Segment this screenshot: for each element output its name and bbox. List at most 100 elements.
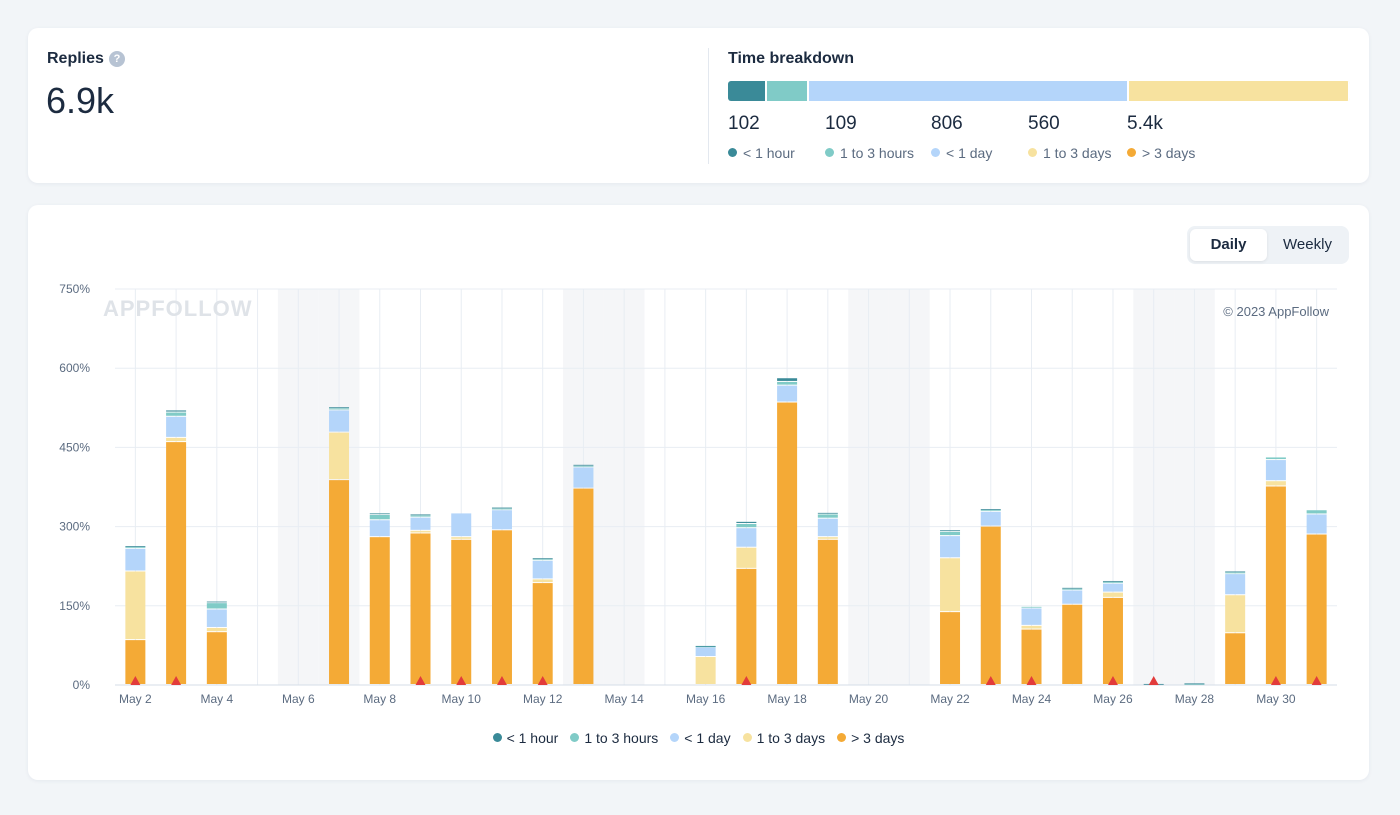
bar-segment: [1265, 486, 1286, 684]
bar-segment: [1062, 587, 1083, 589]
bar-stack: [410, 514, 431, 684]
bar-stack: [1184, 683, 1205, 685]
legend-label: > 3 days: [851, 730, 905, 746]
bar-segment: [125, 548, 146, 571]
breakdown-value-lt1d: 806: [931, 113, 963, 134]
bar-segment: [166, 437, 187, 442]
legend-dot-icon: [742, 733, 752, 742]
bar-segment: [410, 530, 431, 533]
replies-title: Replies: [47, 50, 104, 67]
bar-segment: [980, 509, 1001, 510]
bar-segment: [451, 539, 472, 684]
legend-item[interactable]: < 1 day: [670, 730, 731, 746]
bar-segment: [410, 533, 431, 684]
bar-stack: [1306, 510, 1327, 684]
bar-segment: [369, 513, 390, 515]
y-tick-label: 750%: [59, 282, 90, 296]
bar-segment: [329, 407, 350, 409]
stacked-bar-chart: 0% 150% 300% 450% 600% 750% APPFOLLOW © 2023 Ap…: [59, 282, 1337, 706]
summary-card: Replies ? 6.9k Time breakdown 102 109 80…: [28, 28, 1369, 183]
bar-segment: [1102, 580, 1123, 582]
bar-segment: [777, 381, 798, 385]
bar-stack: [980, 509, 1001, 684]
bar-segment: [980, 510, 1001, 512]
bar-segment: [1225, 595, 1246, 633]
breakdown-label-gt3d: > 3 days: [1127, 145, 1195, 161]
bar-stack: [777, 378, 798, 684]
event-marker-icon: [1148, 676, 1159, 685]
x-tick-label: May 6: [282, 692, 315, 706]
bar-segment: [125, 640, 146, 684]
bar-segment: [940, 531, 961, 536]
legend-item[interactable]: > 3 days: [837, 730, 904, 746]
bar-segment: [817, 518, 838, 537]
event-marker-icon: [985, 676, 996, 685]
legend-dot-icon: [492, 733, 502, 742]
legend-item[interactable]: 1 to 3 days: [742, 730, 825, 746]
bar-segment: [491, 507, 512, 509]
bar-segment: [491, 530, 512, 684]
bar-segment: [206, 609, 227, 627]
time-breakdown-title: Time breakdown: [728, 50, 854, 67]
bar-segment: [1102, 583, 1123, 592]
x-tick-label: May 14: [604, 692, 644, 706]
bar-segment: [166, 410, 187, 412]
event-marker-icon: [741, 676, 752, 685]
x-tick-label: May 12: [523, 692, 563, 706]
bar-stack: [1225, 571, 1246, 684]
daily-button[interactable]: Daily: [1190, 229, 1267, 261]
bar-segment: [410, 515, 431, 517]
x-tick-label: May 20: [849, 692, 889, 706]
breakdown-label-1to3d: 1 to 3 days: [1028, 145, 1112, 161]
x-tick-label: May 30: [1256, 692, 1296, 706]
breakdown-value-1to3h: 109: [825, 113, 857, 134]
bar-segment: [1265, 481, 1286, 486]
legend-item[interactable]: < 1 hour: [492, 730, 558, 746]
bar-segment: [817, 537, 838, 539]
legend-label: < 1 day: [684, 730, 731, 746]
bar-segment: [1184, 683, 1205, 685]
bar-segment: [1184, 683, 1205, 685]
question-circle-icon[interactable]: ?: [109, 51, 125, 67]
dot-icon: [1127, 148, 1136, 157]
bar-segment: [573, 464, 594, 466]
bar-segment: [736, 521, 757, 523]
divider: [708, 48, 709, 164]
bar-segment: [1225, 633, 1246, 684]
x-tick-label: May 2: [119, 692, 152, 706]
event-marker-icon: [130, 676, 141, 685]
bar-segment: [369, 537, 390, 684]
bar-segment: [777, 402, 798, 684]
event-marker-icon: [1107, 676, 1118, 685]
bar-segment: [166, 442, 187, 684]
bar-segment: [206, 603, 227, 609]
bar-segment: [532, 559, 553, 561]
bar-segment: [695, 657, 716, 684]
legend-label: 1 to 3 hours: [584, 730, 659, 746]
breakdown-segment: [809, 81, 1130, 101]
x-tick-label: May 18: [767, 692, 807, 706]
bar-segment: [1225, 572, 1246, 574]
bar-segment: [695, 647, 716, 657]
bar-segment: [166, 416, 187, 437]
event-marker-icon: [415, 676, 426, 685]
breakdown-value-1to3d: 560: [1028, 113, 1060, 134]
copyright-text: © 2023 AppFollow: [1223, 304, 1329, 319]
legend-item[interactable]: 1 to 3 hours: [570, 730, 658, 746]
bar-stack: [369, 513, 390, 684]
time-breakdown-bar: [728, 81, 1350, 101]
legend-dot-icon: [670, 733, 680, 742]
x-tick-label: May 26: [1093, 692, 1133, 706]
bar-segment: [1225, 571, 1246, 573]
bar-segment: [573, 488, 594, 684]
weekly-button[interactable]: Weekly: [1283, 236, 1332, 253]
bar-segment: [1021, 625, 1042, 629]
bar-stack: [1062, 587, 1083, 684]
bar-segment: [1265, 457, 1286, 460]
bar-segment: [206, 601, 227, 603]
event-marker-icon: [1311, 676, 1322, 685]
bar-segment: [736, 528, 757, 547]
x-tick-label: May 8: [363, 692, 396, 706]
event-marker-icon: [171, 676, 182, 685]
bar-segment: [817, 514, 838, 518]
